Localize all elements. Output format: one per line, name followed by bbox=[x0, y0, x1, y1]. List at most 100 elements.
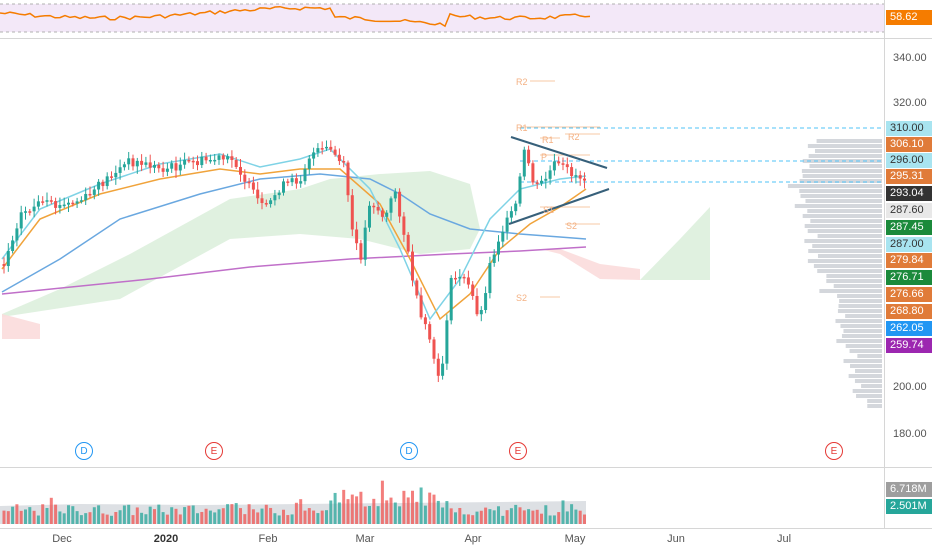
candle-body bbox=[178, 164, 182, 171]
candle-body bbox=[544, 178, 548, 181]
price-label: 296.00 bbox=[886, 153, 932, 168]
candle-body bbox=[191, 160, 195, 163]
volume-bar bbox=[157, 504, 161, 524]
candle-body bbox=[144, 162, 148, 165]
pane-separator[interactable] bbox=[0, 38, 932, 39]
volume-profile-bar bbox=[856, 394, 882, 398]
volume-label: 6.718M bbox=[886, 482, 932, 497]
price-tick: 180.00 bbox=[893, 428, 927, 440]
price-label: 259.74 bbox=[886, 338, 932, 353]
candle-body bbox=[264, 203, 268, 205]
candle-body bbox=[333, 149, 337, 155]
candle-body bbox=[49, 200, 53, 202]
volume-profile-bar bbox=[837, 309, 882, 313]
volume-profile-bar bbox=[802, 214, 882, 218]
volume-profile-bar bbox=[849, 349, 882, 353]
rsi-pane[interactable] bbox=[0, 0, 884, 37]
volume-profile-bar bbox=[799, 179, 882, 183]
volume-bar bbox=[79, 515, 83, 524]
volume-bar bbox=[118, 510, 122, 524]
volume-bar bbox=[497, 506, 500, 524]
candle-body bbox=[19, 212, 23, 229]
volume-bar bbox=[436, 500, 440, 524]
ichimoku-cloud-bearish bbox=[540, 249, 640, 280]
trendline-lower bbox=[508, 188, 610, 225]
candle-body bbox=[131, 158, 135, 167]
volume-bar bbox=[505, 510, 509, 524]
volume-profile-bar bbox=[839, 299, 882, 303]
dividend-event-marker[interactable]: D bbox=[75, 442, 93, 460]
earnings-event-marker[interactable]: E bbox=[825, 442, 843, 460]
candle-body bbox=[355, 229, 359, 244]
candle-body bbox=[574, 175, 578, 177]
candle-body bbox=[290, 178, 294, 183]
price-tick: 340.00 bbox=[893, 52, 927, 64]
last-price-label: 293.04 bbox=[886, 186, 932, 201]
volume-bar bbox=[462, 514, 466, 524]
candle-body bbox=[32, 206, 36, 212]
volume-profile-bar bbox=[840, 324, 882, 328]
volume-bar bbox=[303, 510, 307, 524]
earnings-event-marker[interactable]: E bbox=[509, 442, 527, 460]
volume-bar bbox=[19, 510, 23, 524]
candle-body bbox=[161, 168, 165, 172]
earnings-event-marker[interactable]: E bbox=[205, 442, 223, 460]
volume-bar bbox=[333, 492, 337, 524]
price-label: 276.71 bbox=[886, 270, 932, 285]
volume-bar bbox=[208, 510, 212, 524]
pivot-label: S1 bbox=[543, 205, 555, 215]
candle-body bbox=[174, 163, 178, 171]
pane-separator[interactable] bbox=[0, 467, 932, 468]
time-tick: Jun bbox=[667, 533, 685, 545]
volume-pane[interactable] bbox=[0, 468, 884, 524]
volume-bar bbox=[540, 513, 543, 524]
volume-profile-bar bbox=[833, 284, 882, 288]
candle-body bbox=[583, 178, 586, 181]
volume-bar bbox=[518, 507, 522, 524]
price-tick: 200.00 bbox=[893, 381, 927, 393]
volume-bar bbox=[492, 510, 496, 524]
pivot-label: R1 bbox=[516, 123, 528, 133]
volume-bar bbox=[514, 504, 518, 524]
dividend-event-marker[interactable]: D bbox=[400, 442, 418, 460]
sma-50-line bbox=[1, 173, 587, 293]
candle-body bbox=[221, 155, 225, 160]
candle-body bbox=[406, 234, 410, 252]
volume-bar bbox=[226, 504, 230, 524]
volume-profile-bar bbox=[799, 189, 882, 193]
volume-profile-bar bbox=[826, 274, 882, 278]
volume-profile-bar bbox=[845, 314, 882, 318]
volume-bar bbox=[393, 502, 397, 524]
volume-bar bbox=[200, 511, 204, 524]
candle-body bbox=[565, 164, 569, 168]
candle-body bbox=[110, 176, 113, 178]
candle-body bbox=[346, 162, 350, 196]
time-tick: Feb bbox=[258, 533, 278, 545]
candle-body bbox=[376, 206, 380, 211]
time-axis[interactable]: Dec 2020 Feb Mar Apr May Jun Jul bbox=[0, 528, 932, 551]
candle-body bbox=[393, 191, 397, 199]
volume-bar bbox=[191, 505, 195, 524]
candle-body bbox=[449, 277, 453, 321]
volume-bar bbox=[165, 514, 169, 524]
candle-body bbox=[54, 201, 58, 208]
candle-body bbox=[307, 158, 311, 169]
candle-body bbox=[454, 277, 457, 280]
volume-bar bbox=[402, 490, 406, 524]
price-axis[interactable]: 58.62 340.00 320.00 200.00 180.00 310.00… bbox=[884, 0, 932, 528]
volume-bar bbox=[277, 515, 281, 524]
candle-body bbox=[479, 310, 483, 315]
volume-profile-bar bbox=[807, 259, 882, 263]
volume-bar bbox=[419, 487, 423, 524]
volume-bar bbox=[501, 515, 505, 524]
volume-bar bbox=[475, 511, 479, 524]
candle-body bbox=[514, 203, 518, 212]
volume-profile-bar bbox=[801, 169, 882, 173]
price-pane[interactable]: R2 R1 R2 R1 P S1 S2 S2 D E D E E bbox=[0, 39, 884, 467]
candle-body bbox=[165, 168, 169, 172]
candle-body bbox=[2, 264, 6, 267]
volume-bar bbox=[350, 494, 354, 524]
candle-body bbox=[428, 324, 432, 340]
volume-profile-bar bbox=[809, 164, 882, 168]
volume-bar bbox=[398, 506, 402, 524]
